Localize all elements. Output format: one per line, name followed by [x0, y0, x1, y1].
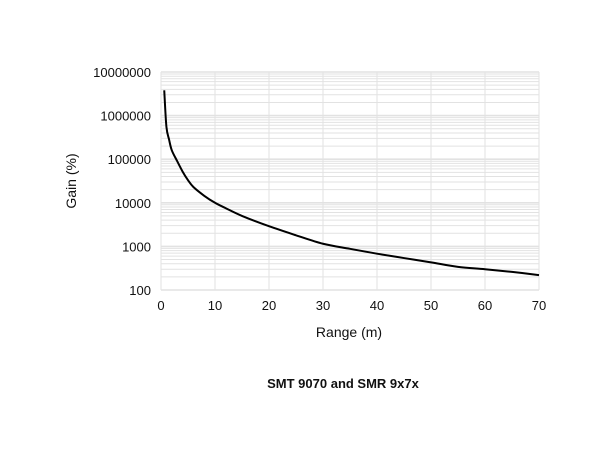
x-tick-label: 60: [478, 298, 492, 313]
x-tick-label: 50: [424, 298, 438, 313]
y-tick-label: 10000: [115, 196, 151, 211]
x-tick-label: 30: [316, 298, 330, 313]
y-axis-label: Gain (%): [63, 153, 79, 208]
x-tick-label: 70: [532, 298, 546, 313]
grid: [160, 71, 540, 291]
x-tick-label: 20: [262, 298, 276, 313]
x-tick-label: 0: [157, 298, 164, 313]
chart-title: SMT 9070 and SMR 9x7x: [267, 376, 419, 391]
y-tick-label: 100000: [108, 152, 151, 167]
y-tick-label: 10000000: [93, 65, 151, 80]
y-tick-label: 100: [129, 283, 151, 298]
x-axis-label: Range (m): [316, 324, 382, 340]
y-axis: 100 1000 10000 100000 1000000 10000000: [93, 65, 151, 298]
y-tick-label: 1000000: [100, 109, 151, 124]
x-tick-label: 10: [208, 298, 222, 313]
x-axis: 0 10 20 30 40 50 60 70: [157, 298, 546, 313]
y-tick-label: 1000: [122, 239, 151, 254]
x-tick-label: 40: [370, 298, 384, 313]
series-line: [163, 90, 540, 277]
